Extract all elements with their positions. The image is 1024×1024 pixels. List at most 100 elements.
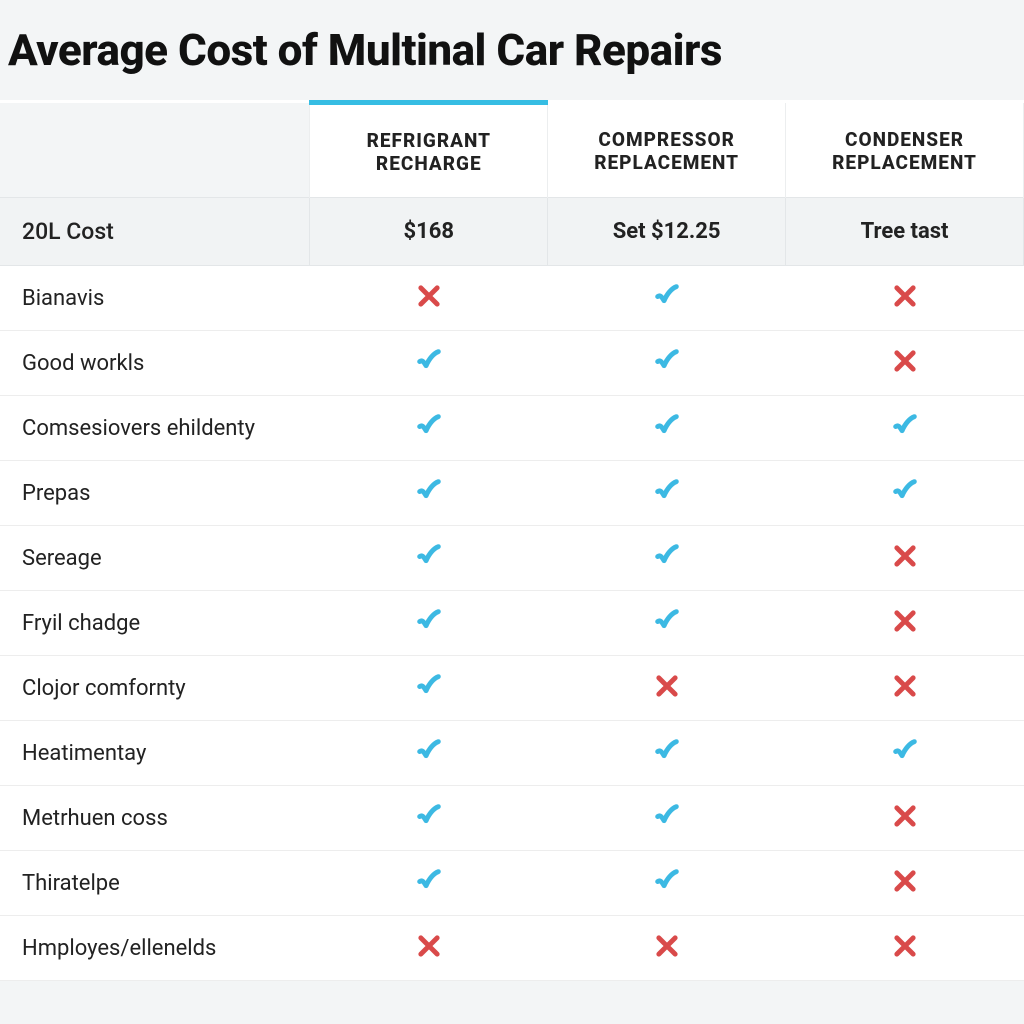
table-cell [548, 591, 786, 656]
cross-icon [415, 282, 443, 310]
row-label: Fryil chadge [0, 591, 310, 656]
table-cell [310, 331, 548, 396]
table-row: Thiratelpe [0, 851, 1024, 916]
check-icon [415, 802, 443, 830]
table-row: Clojor comfornty [0, 656, 1024, 721]
check-icon [653, 542, 681, 570]
cross-icon [415, 932, 443, 960]
check-icon [415, 867, 443, 895]
column-header-line2: RECHARGE [318, 152, 539, 175]
table-cell [548, 916, 786, 981]
table-body: BianavisGood worklsComsesiovers ehildent… [0, 266, 1024, 981]
table-cell [786, 526, 1024, 591]
cross-icon [891, 607, 919, 635]
table-cell [310, 266, 548, 331]
check-icon [653, 282, 681, 310]
table-cell [310, 721, 548, 786]
table-cell [310, 396, 548, 461]
table-cost-row: 20L Cost $168Set $12.25Tree tast [0, 198, 1024, 266]
table-cell [310, 786, 548, 851]
table-cell [548, 851, 786, 916]
column-cost: $168 [310, 198, 548, 266]
cross-icon [891, 802, 919, 830]
table-row: Bianavis [0, 266, 1024, 331]
cost-row-label: 20L Cost [0, 198, 310, 266]
row-label: Good workls [0, 331, 310, 396]
column-cost: Tree tast [786, 198, 1024, 266]
row-label: Hmployes/ellenelds [0, 916, 310, 981]
table-cell [548, 526, 786, 591]
cross-icon [891, 542, 919, 570]
column-header-line2: REPLACEMENT [794, 151, 1015, 174]
row-label: Sereage [0, 526, 310, 591]
table-cell [786, 851, 1024, 916]
table-cell [310, 916, 548, 981]
table-cell [786, 591, 1024, 656]
check-icon [653, 477, 681, 505]
column-header: CONDENSERREPLACEMENT [786, 103, 1024, 198]
table-cell [548, 331, 786, 396]
row-label: Metrhuen coss [0, 786, 310, 851]
check-icon [415, 607, 443, 635]
table-cell [548, 721, 786, 786]
table-cell [786, 461, 1024, 526]
row-label: Thiratelpe [0, 851, 310, 916]
check-icon [415, 542, 443, 570]
table-cell [786, 786, 1024, 851]
check-icon [653, 737, 681, 765]
check-icon [653, 867, 681, 895]
table-row: Prepas [0, 461, 1024, 526]
cross-icon [653, 672, 681, 700]
column-cost: Set $12.25 [548, 198, 786, 266]
table-cell [786, 916, 1024, 981]
check-icon [653, 412, 681, 440]
check-icon [653, 607, 681, 635]
table-row: Hmployes/ellenelds [0, 916, 1024, 981]
table-cell [786, 396, 1024, 461]
check-icon [415, 412, 443, 440]
table-row: Sereage [0, 526, 1024, 591]
table-cell [548, 266, 786, 331]
cross-icon [891, 672, 919, 700]
table-cell [786, 656, 1024, 721]
table-cell [310, 461, 548, 526]
table-cell [548, 461, 786, 526]
table-cell [310, 656, 548, 721]
table-row: Comsesiovers ehildenty [0, 396, 1024, 461]
cross-icon [653, 932, 681, 960]
row-label: Bianavis [0, 266, 310, 331]
page-title: Average Cost of Multinal Car Repairs [0, 24, 1024, 100]
row-label: Heatimentay [0, 721, 310, 786]
column-header-line1: REFRIGRANT [318, 129, 539, 152]
table-row: Fryil chadge [0, 591, 1024, 656]
column-header-line2: REPLACEMENT [556, 151, 777, 174]
column-header: REFRIGRANTRECHARGE [310, 103, 548, 198]
check-icon [415, 672, 443, 700]
cross-icon [891, 932, 919, 960]
table-header-blank [0, 103, 310, 198]
comparison-table: REFRIGRANTRECHARGECOMPRESSORREPLACEMENTC… [0, 100, 1024, 981]
column-header: COMPRESSORREPLACEMENT [548, 103, 786, 198]
table-row: Metrhuen coss [0, 786, 1024, 851]
table-cell [310, 526, 548, 591]
table-cell [548, 656, 786, 721]
row-label: Clojor comfornty [0, 656, 310, 721]
column-header-line1: CONDENSER [794, 128, 1015, 151]
table-cell [786, 721, 1024, 786]
check-icon [653, 347, 681, 375]
row-label: Comsesiovers ehildenty [0, 396, 310, 461]
cross-icon [891, 282, 919, 310]
check-icon [891, 477, 919, 505]
table-header-row: REFRIGRANTRECHARGECOMPRESSORREPLACEMENTC… [0, 103, 1024, 198]
table-cell [310, 851, 548, 916]
cross-icon [891, 347, 919, 375]
table-cell [786, 266, 1024, 331]
row-label: Prepas [0, 461, 310, 526]
table-row: Heatimentay [0, 721, 1024, 786]
table-cell [786, 331, 1024, 396]
table-cell [310, 591, 548, 656]
check-icon [415, 347, 443, 375]
check-icon [415, 477, 443, 505]
table-cell [548, 786, 786, 851]
check-icon [653, 802, 681, 830]
